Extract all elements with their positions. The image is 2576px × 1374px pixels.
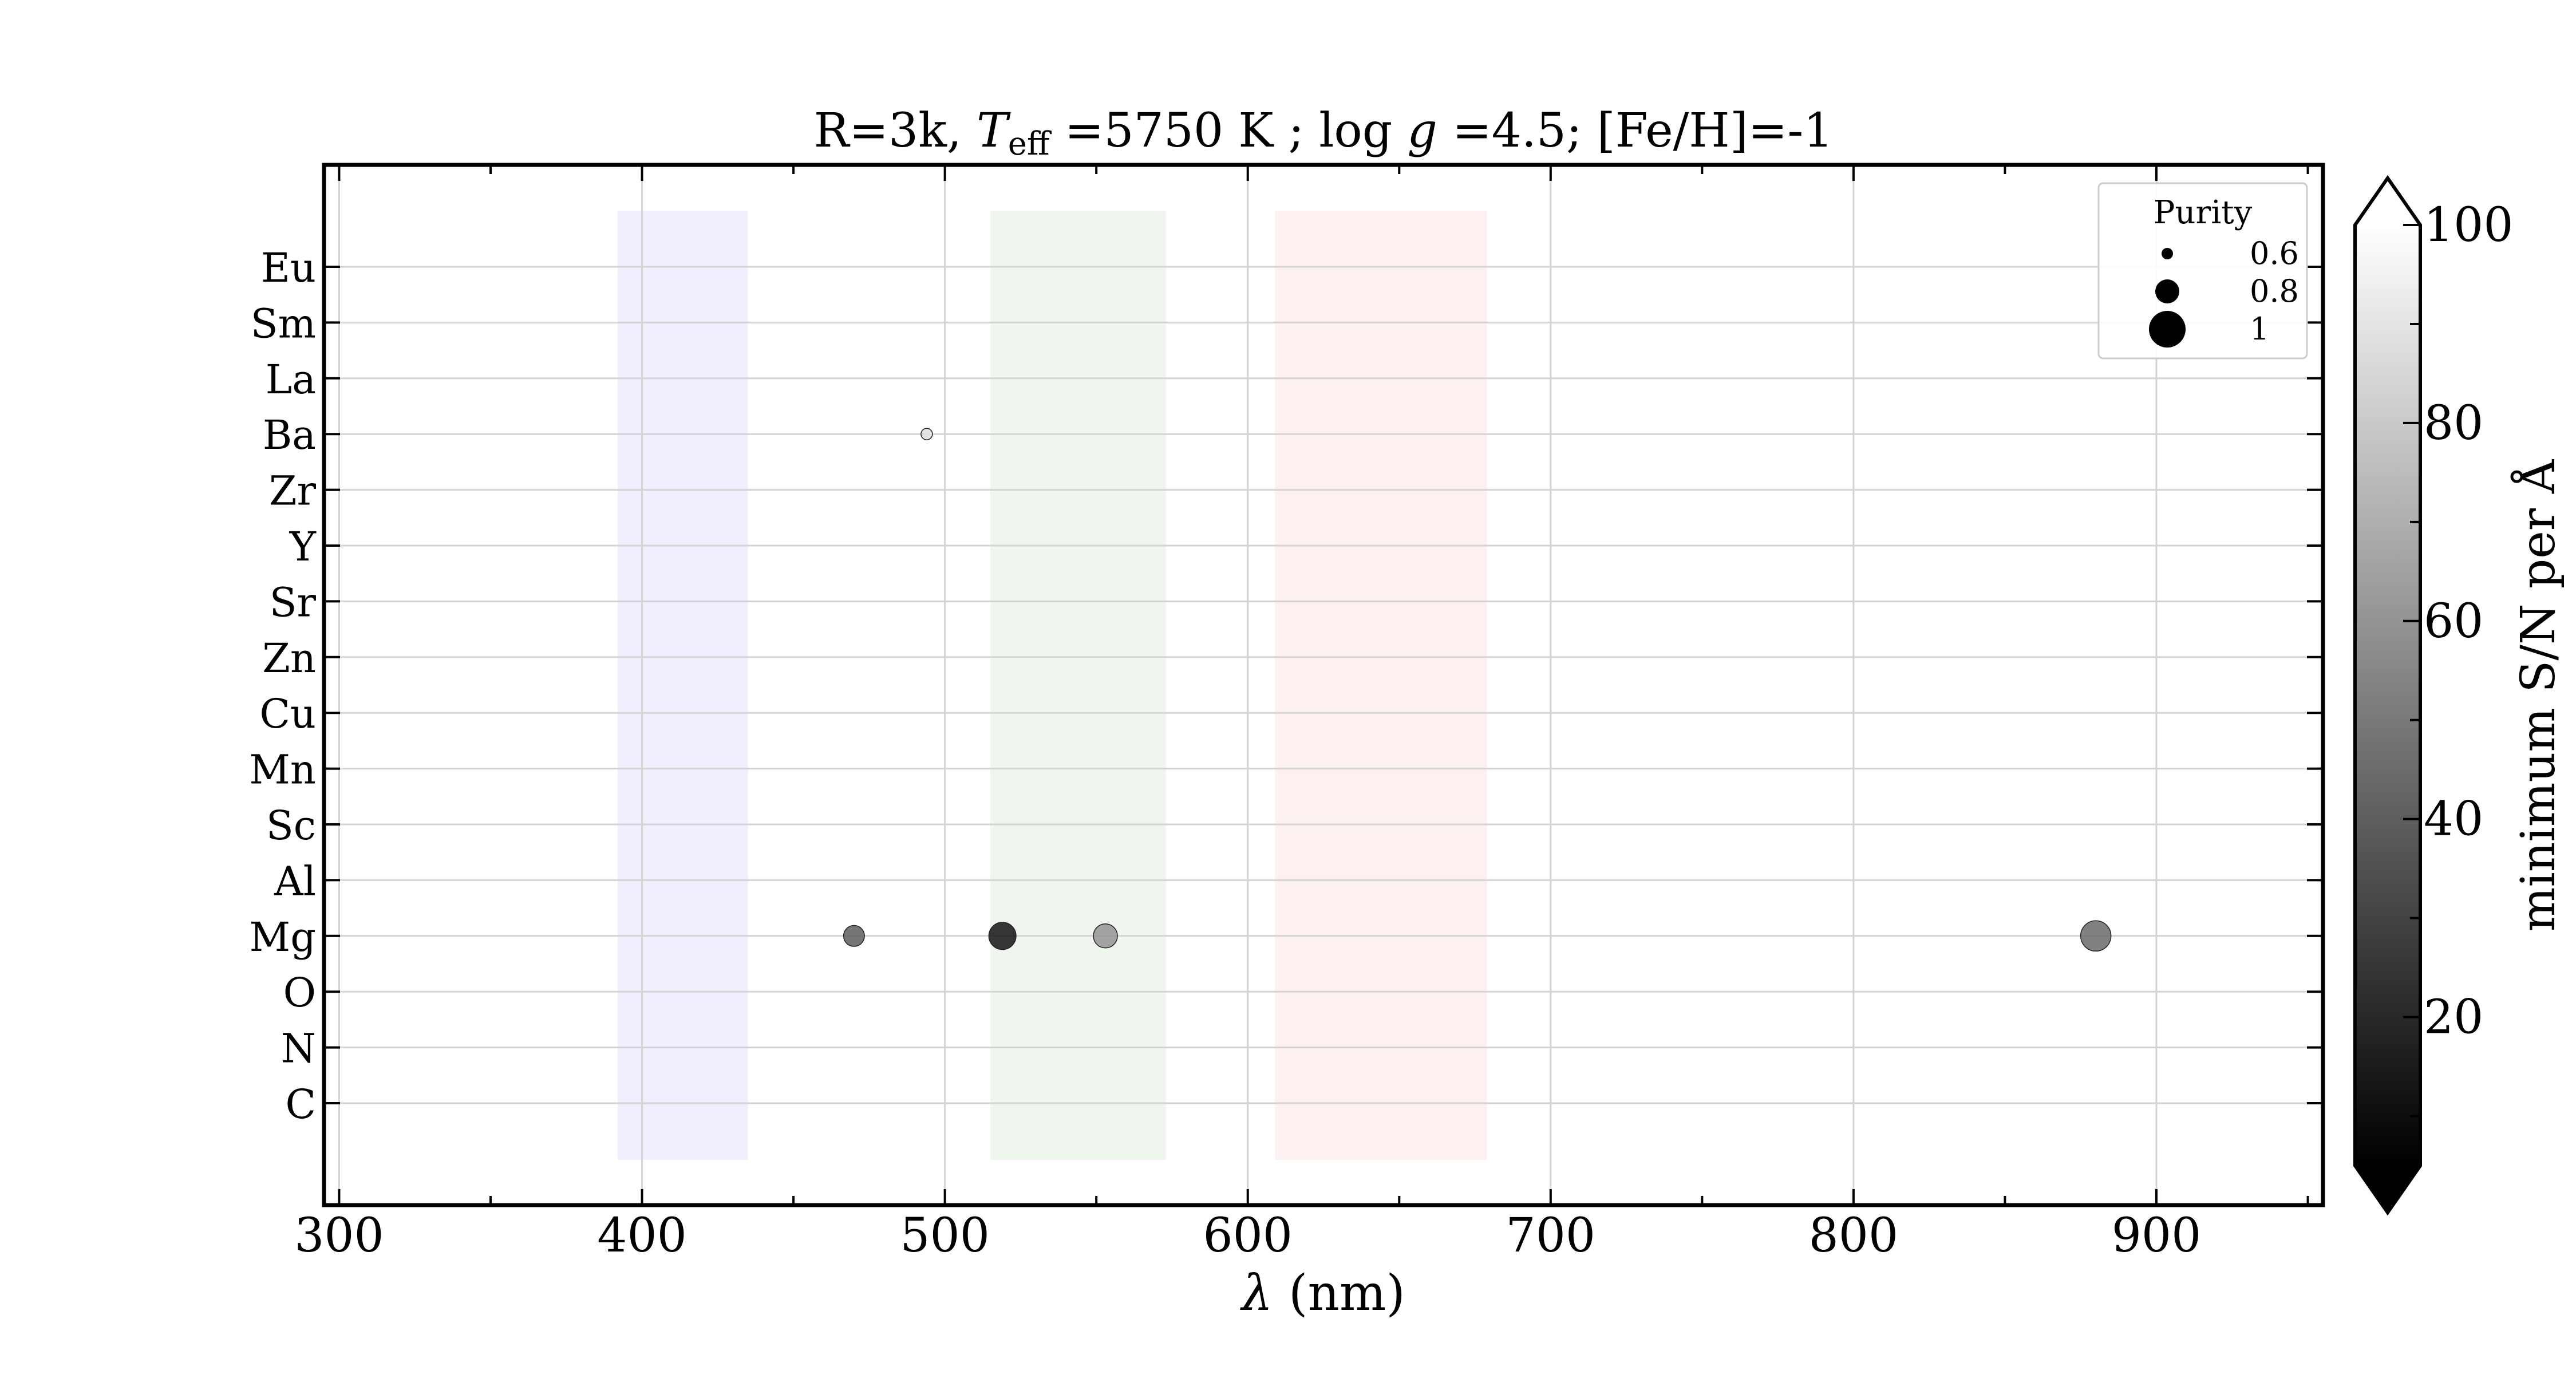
y-tick-label: Mg	[250, 914, 316, 961]
x-axis-label-unit: (nm)	[1273, 1265, 1405, 1322]
y-tick-label: Al	[274, 858, 316, 905]
y-tick-label: Ba	[263, 412, 316, 459]
data-point-mg	[2080, 920, 2112, 952]
x-axis-label: λ (nm)	[1240, 1265, 1405, 1322]
y-tick-label: Y	[289, 523, 317, 570]
legend-title: Purity	[2154, 194, 2253, 231]
y-tick-label: Sr	[270, 579, 317, 626]
data-point-ba	[920, 428, 933, 440]
y-tick-label: Zr	[269, 468, 317, 515]
x-tick-label: 700	[1506, 1209, 1596, 1263]
title-teff-subscript: eff	[1008, 125, 1052, 163]
y-tick-label: Sc	[266, 802, 316, 849]
plot-frame	[322, 163, 2325, 1207]
title-teff-symbol: T	[977, 104, 1011, 158]
colorbar-tick-label: 80	[2424, 396, 2483, 451]
y-tick-label: C	[285, 1081, 316, 1128]
colorbar-ramp	[2355, 225, 2420, 1166]
colorbar-label: minimum S/N per Å	[2510, 459, 2566, 931]
legend-label: 0.8	[2250, 273, 2299, 309]
legend-marker	[2149, 311, 2186, 348]
colorbar-extend-top	[2355, 178, 2420, 225]
wavelength-band-3	[1275, 211, 1487, 1160]
title-prefix: R=3k,	[814, 104, 977, 158]
y-tick-label: N	[281, 1025, 316, 1072]
legend-label: 0.6	[2250, 235, 2299, 271]
title-teff-value: =5750 K ; log	[1050, 104, 1408, 158]
legend-marker	[2155, 279, 2179, 303]
title-logg-symbol: g	[1407, 104, 1437, 158]
x-tick-label: 300	[294, 1209, 384, 1263]
colorbar-tick-label: 40	[2424, 792, 2483, 847]
y-tick-label: Eu	[261, 244, 316, 291]
x-tick-label: 400	[597, 1209, 687, 1263]
colorbar: 20 40 60 80 100 minimum S/N per Å	[2353, 175, 2566, 1216]
legend-marker	[2162, 248, 2173, 259]
wavelength-band-2	[990, 211, 1166, 1160]
plot-area: 300 400 500 600 700 800 900 CNO Mg Al Sc Mn Cu Zn Sr YZ…	[249, 163, 2325, 1263]
y-tick-label: Zn	[262, 635, 316, 682]
data-point-mg	[1093, 923, 1118, 949]
wavelength-band-1	[618, 211, 748, 1160]
colorbar-outline	[2353, 175, 2422, 1216]
y-tick-label: O	[283, 969, 316, 1016]
x-tick-label: 500	[900, 1209, 990, 1263]
chart-title: R=3k, Teff =5750 K ; log g =4.5; [Fe/H]=…	[814, 104, 1834, 163]
title-logg-value: =4.5; [Fe/H]=-1	[1437, 104, 1834, 158]
y-tick-label: Sm	[251, 300, 316, 347]
y-tick-label: La	[266, 356, 316, 403]
x-axis-label-symbol: λ	[1240, 1265, 1273, 1322]
data-point-mg	[988, 922, 1017, 950]
y-tick-label: Cu	[259, 690, 316, 737]
colorbar-tick-label: 60	[2424, 594, 2483, 649]
colorbar-tick-label: 20	[2424, 990, 2483, 1045]
y-tick-label: Mn	[249, 747, 316, 793]
x-tick-label: 600	[1203, 1209, 1293, 1263]
legend-box	[2097, 182, 2308, 360]
data-point-mg	[843, 925, 865, 947]
legend-label: 1	[2250, 311, 2269, 347]
x-tick-label: 800	[1809, 1209, 1899, 1263]
colorbar-tick-label: 100	[2424, 198, 2514, 252]
legend: Purity 0.60.81	[2097, 182, 2308, 360]
x-tick-label: 900	[2112, 1209, 2202, 1263]
colorbar-extend-bottom	[2355, 1166, 2420, 1213]
